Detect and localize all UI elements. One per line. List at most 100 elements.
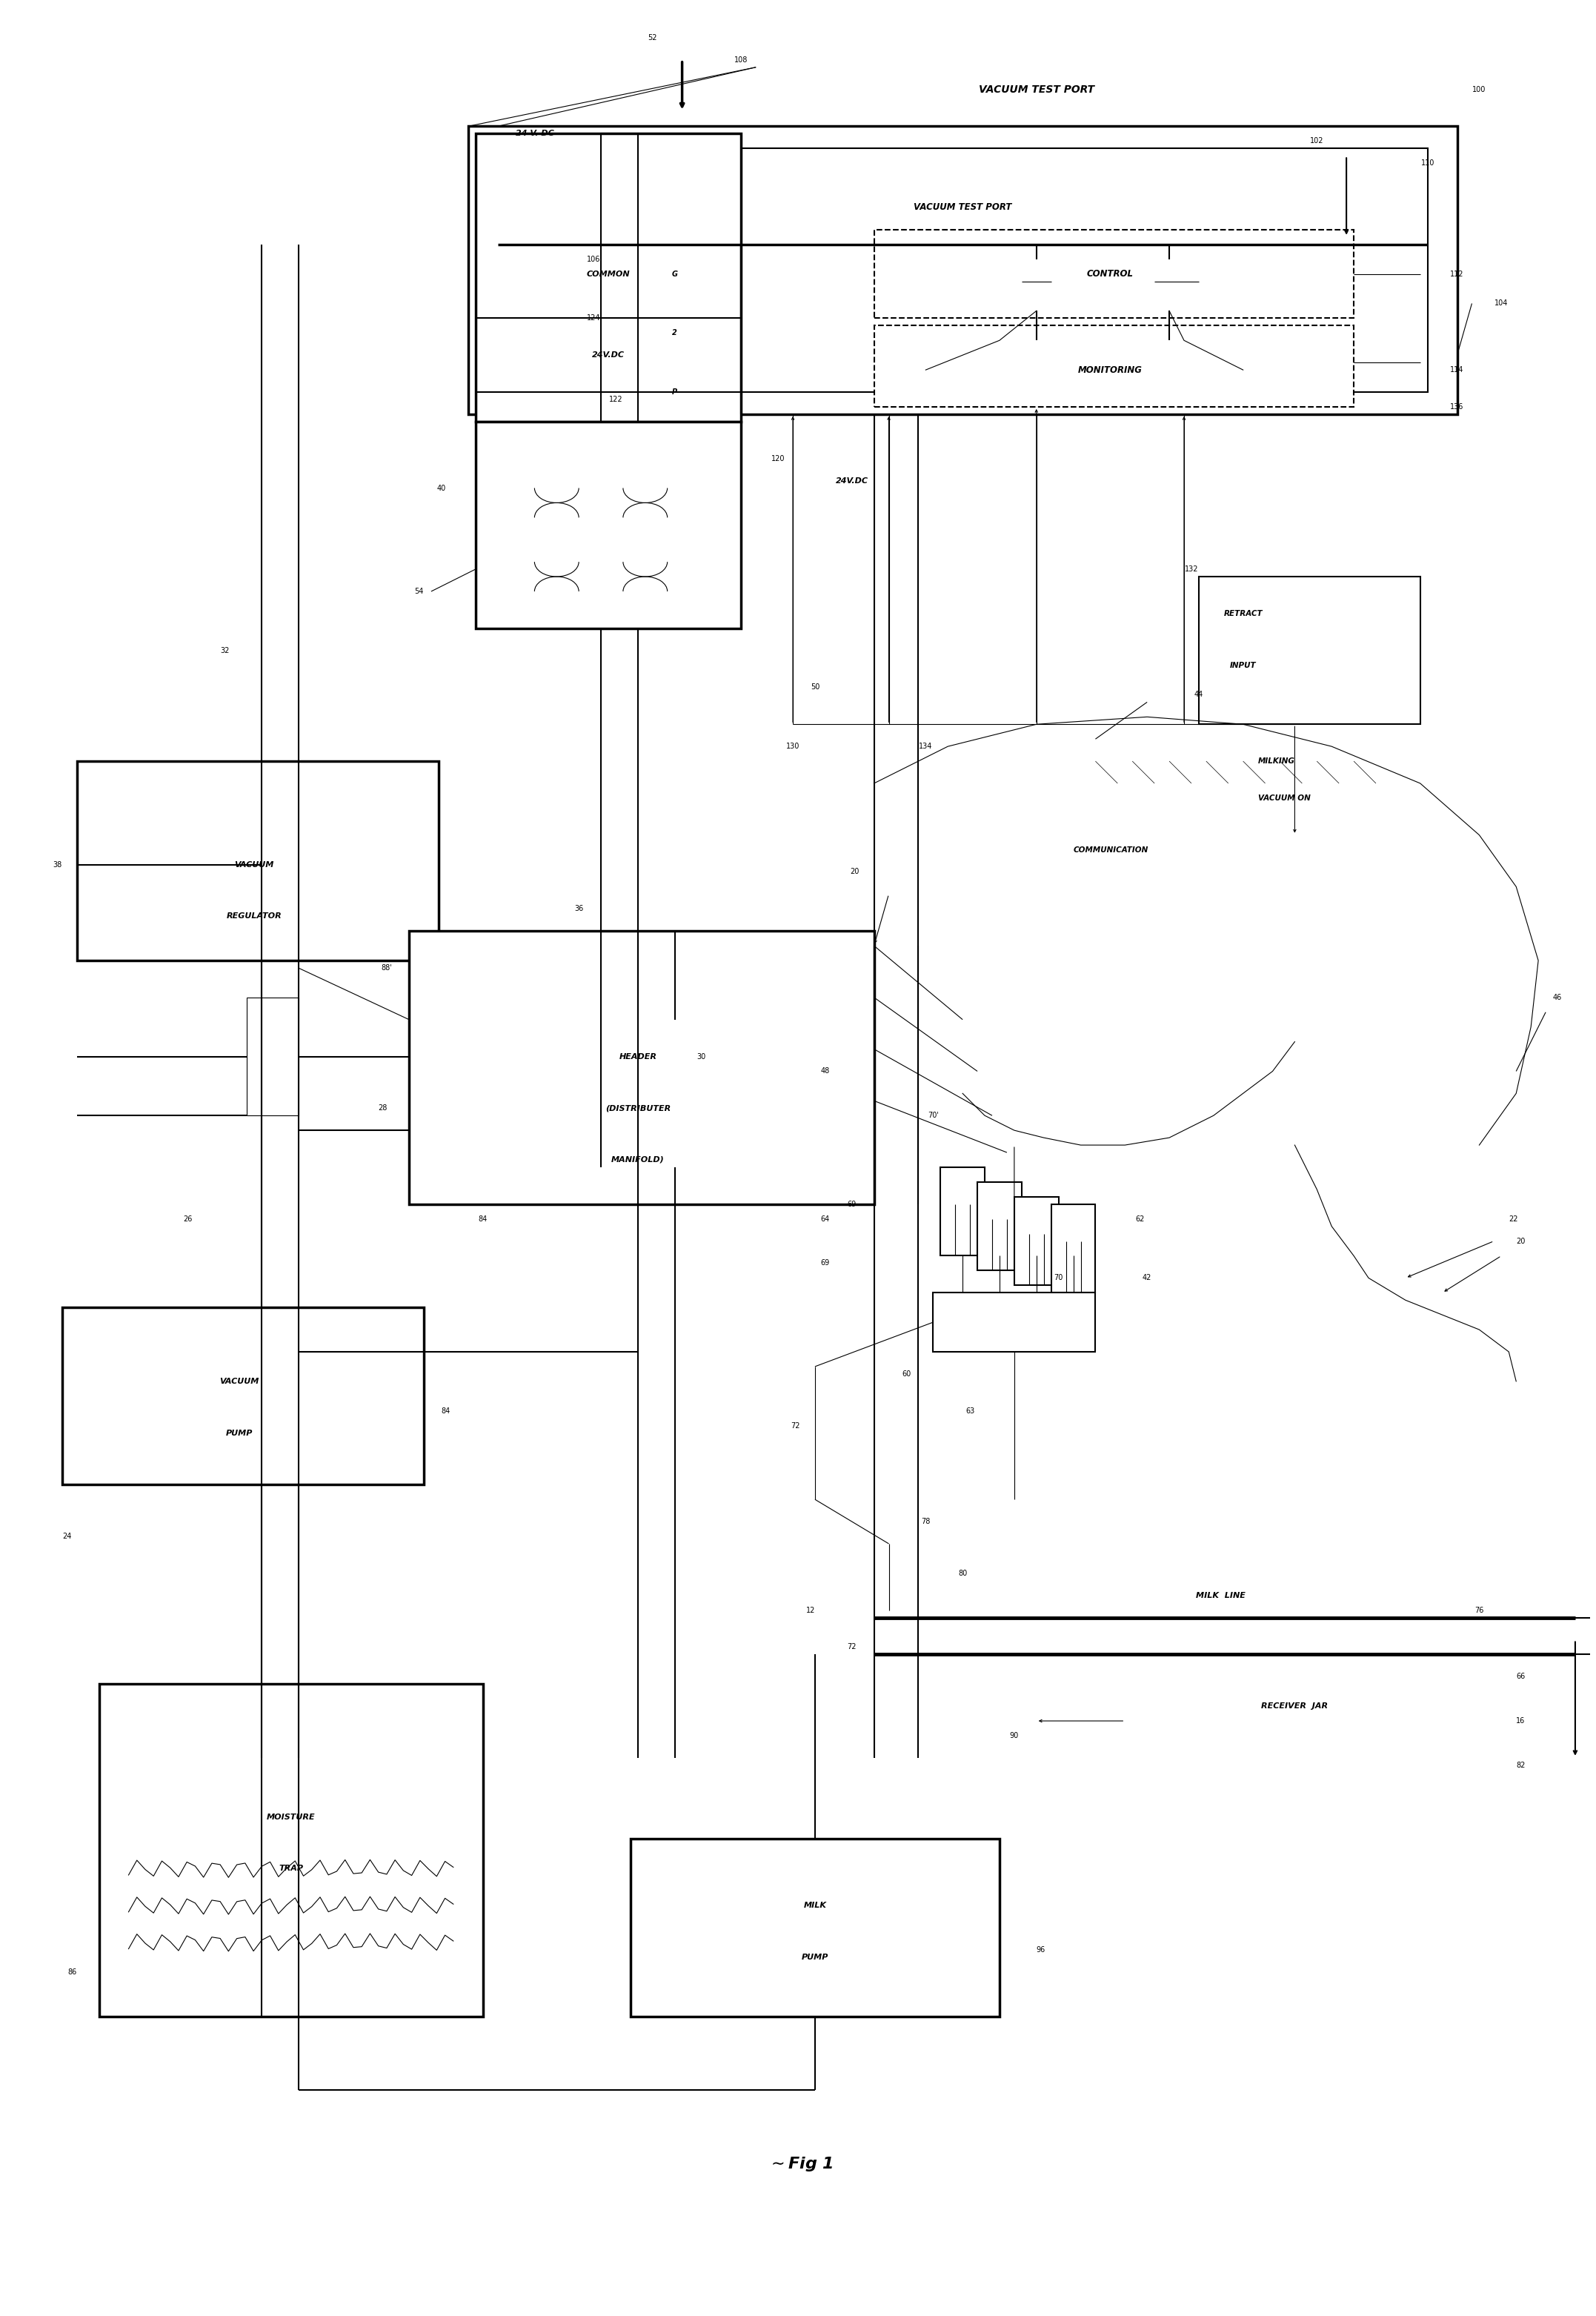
Text: 112: 112 (1451, 271, 1464, 278)
Text: 100: 100 (1472, 86, 1486, 93)
Text: 136: 136 (1451, 403, 1464, 410)
Text: 104: 104 (1494, 299, 1508, 308)
Text: 106: 106 (587, 255, 600, 264)
Text: VACUUM TEST PORT: VACUUM TEST PORT (978, 83, 1095, 95)
Text: 122: 122 (608, 396, 622, 403)
Circle shape (642, 241, 709, 308)
Bar (247, 998, 298, 1116)
Text: 70: 70 (1053, 1274, 1063, 1281)
Text: MOISTURE: MOISTURE (267, 1813, 316, 1820)
Bar (1013, 1197, 1058, 1285)
Text: 70': 70' (927, 1112, 938, 1119)
Text: 26: 26 (184, 1216, 192, 1223)
Bar (476, 422, 741, 628)
Text: 124: 124 (587, 315, 600, 322)
Text: 42: 42 (1143, 1274, 1152, 1281)
Bar (476, 134, 741, 422)
Text: 48: 48 (820, 1068, 830, 1075)
Text: 64: 64 (820, 1216, 830, 1223)
Text: 44: 44 (1194, 690, 1203, 699)
Bar (1052, 1204, 1095, 1292)
Text: VACUUM: VACUUM (220, 1378, 259, 1385)
Circle shape (1143, 255, 1195, 308)
Text: 52: 52 (648, 35, 658, 42)
Text: 102: 102 (1310, 137, 1323, 146)
Text: 46: 46 (1553, 994, 1562, 1001)
Text: TRAP: TRAP (279, 1864, 303, 1871)
Text: 69: 69 (820, 1260, 830, 1267)
Text: 82: 82 (1516, 1762, 1526, 1769)
Bar (940, 1167, 985, 1255)
Text: 66: 66 (1516, 1672, 1526, 1681)
Text: 24: 24 (62, 1533, 72, 1540)
Text: VACUUM: VACUUM (235, 862, 275, 868)
Text: 86: 86 (67, 1969, 77, 1976)
Text: PUMP: PUMP (801, 1952, 828, 1962)
Text: 72: 72 (792, 1422, 800, 1429)
Text: 76: 76 (1475, 1607, 1484, 1614)
Text: 72: 72 (847, 1644, 857, 1651)
Text: VACUUM TEST PORT: VACUUM TEST PORT (913, 204, 1012, 213)
Text: 40: 40 (437, 484, 445, 491)
Text: VACUUM ON: VACUUM ON (1258, 794, 1310, 801)
Text: MONITORING: MONITORING (1077, 366, 1143, 375)
Text: MANIFOLD): MANIFOLD) (611, 1156, 664, 1163)
Text: 28: 28 (378, 1105, 386, 1112)
Text: MILK  LINE: MILK LINE (1195, 1591, 1246, 1598)
Text: 2: 2 (672, 329, 677, 336)
Text: 114: 114 (1451, 366, 1464, 373)
Text: 60: 60 (902, 1371, 911, 1378)
Bar (630, 1839, 999, 2017)
Text: 50: 50 (811, 683, 820, 690)
Text: MILKING: MILKING (1258, 757, 1294, 764)
Text: 32: 32 (220, 646, 230, 653)
Bar (934, 1292, 1095, 1353)
Text: 134: 134 (919, 743, 932, 750)
Bar (468, 127, 1457, 415)
Text: 84: 84 (479, 1216, 487, 1223)
Text: 30: 30 (697, 1054, 705, 1061)
Bar (977, 1181, 1021, 1271)
Bar (875, 327, 1353, 408)
Text: (DISTRIBUTER: (DISTRIBUTER (605, 1105, 670, 1112)
Text: 84: 84 (442, 1408, 450, 1415)
Text: 130: 130 (785, 743, 800, 750)
Text: HEADER: HEADER (619, 1054, 656, 1061)
Text: RECEIVER  JAR: RECEIVER JAR (1261, 1702, 1328, 1709)
Text: MILK: MILK (803, 1901, 827, 1908)
Text: 108: 108 (734, 56, 749, 63)
Text: 62: 62 (1135, 1216, 1144, 1223)
Text: 63: 63 (966, 1408, 975, 1415)
Bar (77, 762, 439, 961)
Text: 80: 80 (958, 1570, 967, 1577)
Text: 16: 16 (1516, 1716, 1526, 1725)
Bar (498, 148, 1427, 391)
Text: 132: 132 (1186, 565, 1199, 572)
Text: INPUT: INPUT (1231, 662, 1256, 669)
Text: REGULATOR: REGULATOR (227, 913, 282, 919)
Circle shape (642, 299, 709, 366)
Text: COMMUNICATION: COMMUNICATION (1073, 845, 1149, 855)
Text: 24 V. DC: 24 V. DC (516, 130, 554, 137)
Text: 22: 22 (1508, 1216, 1518, 1223)
Bar (62, 1309, 425, 1485)
Text: 54: 54 (415, 588, 425, 595)
Text: 12: 12 (806, 1607, 816, 1614)
Circle shape (1010, 255, 1063, 308)
Text: PUMP: PUMP (225, 1429, 252, 1436)
Bar (1199, 577, 1420, 725)
Text: COMMON: COMMON (587, 271, 630, 278)
Text: 110: 110 (1420, 160, 1435, 167)
Text: 69: 69 (847, 1200, 857, 1209)
Text: 20: 20 (1516, 1237, 1526, 1244)
Text: G: G (672, 271, 678, 278)
Text: 90: 90 (1010, 1732, 1018, 1739)
Text: 88': 88' (381, 963, 393, 973)
Bar (99, 1684, 484, 2017)
Text: $\sim$Fig 1: $\sim$Fig 1 (768, 2154, 833, 2172)
Text: P: P (672, 389, 677, 396)
Bar (409, 931, 875, 1204)
Text: 24V.DC: 24V.DC (836, 477, 868, 484)
Circle shape (642, 359, 709, 426)
Text: 36: 36 (575, 906, 583, 913)
